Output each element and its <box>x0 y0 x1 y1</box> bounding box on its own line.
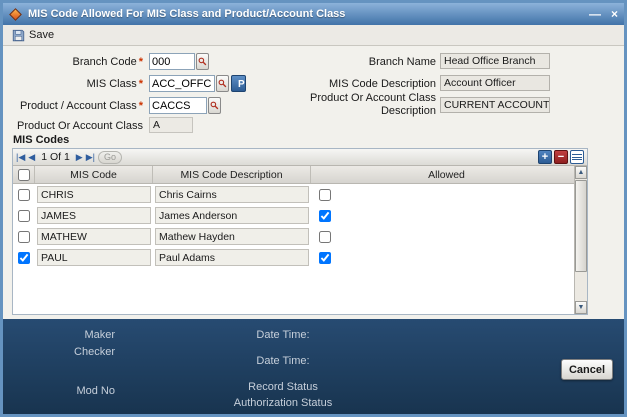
required-marker: * <box>138 100 143 112</box>
scroll-up-button[interactable]: ▲ <box>575 166 587 179</box>
product-account-class-label: Product / Account Class * <box>19 100 143 112</box>
last-page-button[interactable]: ▶| <box>85 151 95 162</box>
product-account-class-lookup-button[interactable] <box>208 97 221 114</box>
required-marker: * <box>138 78 143 90</box>
branch-code-input[interactable] <box>149 53 195 70</box>
allowed-checkbox[interactable] <box>319 209 331 222</box>
mis-codes-table: MIS Code MIS Code Description Allowed CH… <box>13 166 574 314</box>
allowed-checkbox[interactable] <box>319 230 331 243</box>
delete-row-button[interactable]: − <box>554 150 568 164</box>
scroll-down-button[interactable]: ▼ <box>575 301 587 314</box>
lookup-icon <box>198 57 207 66</box>
required-marker: * <box>138 56 143 68</box>
audit-footer: Maker Date Time: Checker Date Time: Mod … <box>3 319 624 414</box>
vertical-scrollbar[interactable]: ▲ ▼ <box>574 166 587 314</box>
lookup-icon <box>210 101 219 110</box>
table-row[interactable]: CHRIS Chris Cairns <box>13 184 574 205</box>
table-header-row: MIS Code MIS Code Description Allowed <box>13 166 574 184</box>
minimize-button[interactable]: — <box>588 7 601 21</box>
column-header-allowed: Allowed <box>428 168 465 181</box>
next-page-button[interactable]: ▶ <box>75 151 83 162</box>
allowed-checkbox[interactable] <box>319 188 331 201</box>
first-page-button[interactable]: |◀ <box>16 151 26 162</box>
lookup-icon <box>218 79 227 88</box>
go-button: Go <box>97 150 122 164</box>
mod-no-label: Mod No <box>76 385 115 397</box>
column-header-mis-code-description: MIS Code Description <box>153 166 311 183</box>
mis-code-description-cell: Paul Adams <box>155 249 309 266</box>
date-time-label-2: Date Time: <box>256 355 310 367</box>
column-header-mis-code: MIS Code <box>35 166 153 183</box>
product-account-class-input[interactable] <box>149 97 207 114</box>
date-time-label-1: Date Time: <box>256 329 310 341</box>
product-or-account-class-label: Product Or Account Class <box>17 120 143 132</box>
grid-pagination-bar: |◀ ◀ 1 Of 1 ▶ ▶| Go + − <box>13 149 587 166</box>
mis-class-label: MIS Class * <box>86 78 143 90</box>
row-select-checkbox[interactable] <box>18 188 30 201</box>
allowed-checkbox[interactable] <box>319 251 331 264</box>
toolbar: Save <box>3 25 624 46</box>
mis-class-p-button[interactable]: P <box>231 75 246 92</box>
mis-code-cell: JAMES <box>37 207 151 224</box>
branch-name-label: Branch Name <box>368 56 436 68</box>
product-or-account-class-description-label: Product Or Account Class Description <box>310 92 436 117</box>
page-indicator: 1 Of 1 <box>41 151 70 163</box>
save-button[interactable]: Save <box>8 28 58 43</box>
mis-code-description-cell: Chris Cairns <box>155 186 309 203</box>
checker-label: Checker <box>74 346 115 358</box>
mis-codes-grid: |◀ ◀ 1 Of 1 ▶ ▶| Go + − MIS Code MIS Cod… <box>12 148 588 315</box>
product-or-account-class-field: A <box>149 117 193 133</box>
mis-code-cell: PAUL <box>37 249 151 266</box>
authorization-status-label: Authorization Status <box>233 397 333 409</box>
table-row[interactable]: MATHEW Mathew Hayden <box>13 226 574 247</box>
branch-code-label: Branch Code * <box>72 56 144 68</box>
single-view-button[interactable] <box>570 150 584 164</box>
add-row-button[interactable]: + <box>538 150 552 164</box>
product-or-account-class-description-field: CURRENT ACCOUNT - <box>440 97 550 113</box>
save-icon <box>12 29 25 41</box>
row-select-checkbox[interactable] <box>18 230 30 243</box>
select-all-checkbox[interactable] <box>17 168 30 181</box>
cancel-button[interactable]: Cancel <box>561 359 613 380</box>
mis-code-cell: CHRIS <box>37 186 151 203</box>
mis-code-description-field: Account Officer <box>440 75 550 91</box>
mis-code-description-label: MIS Code Description <box>329 78 436 90</box>
scroll-thumb[interactable] <box>575 180 587 272</box>
mis-code-cell: MATHEW <box>37 228 151 245</box>
mis-code-description-cell: Mathew Hayden <box>155 228 309 245</box>
record-status-label: Record Status <box>248 381 318 393</box>
maker-label: Maker <box>84 329 115 341</box>
row-select-checkbox[interactable] <box>18 251 30 264</box>
mis-class-input[interactable] <box>149 75 215 92</box>
table-row[interactable]: JAMES James Anderson <box>13 205 574 226</box>
branch-code-lookup-button[interactable] <box>196 53 209 70</box>
window-diamond-icon <box>9 7 22 21</box>
prev-page-button[interactable]: ◀ <box>28 151 36 162</box>
save-button-label: Save <box>29 29 55 41</box>
branch-name-field: Head Office Branch <box>440 53 550 69</box>
titlebar[interactable]: MIS Code Allowed For MIS Class and Produ… <box>3 3 624 25</box>
mis-code-description-cell: James Anderson <box>155 207 309 224</box>
window-title: MIS Code Allowed For MIS Class and Produ… <box>28 8 346 20</box>
close-button[interactable]: × <box>610 7 618 21</box>
mis-codes-section-title: MIS Codes <box>13 134 70 146</box>
row-select-checkbox[interactable] <box>18 209 30 222</box>
mis-class-lookup-button[interactable] <box>216 75 229 92</box>
table-row[interactable]: PAUL Paul Adams <box>13 247 574 268</box>
